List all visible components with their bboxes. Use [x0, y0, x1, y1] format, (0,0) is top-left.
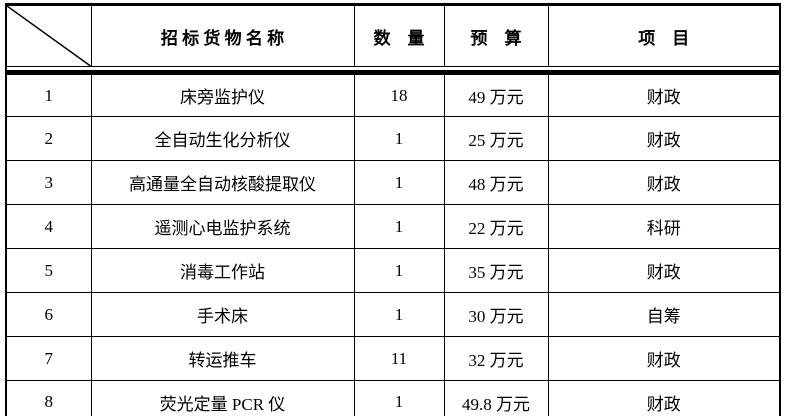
- cell-project: 财政: [547, 160, 781, 205]
- cell-goods-name: 全自动生化分析仪: [90, 116, 355, 161]
- cell-quantity: 1: [353, 160, 445, 205]
- cell-quantity: 1: [353, 116, 445, 161]
- table-row: 6 手术床 1 30 万元 自筹: [5, 292, 781, 337]
- cell-goods-name: 转运推车: [90, 336, 355, 381]
- cell-budget: 32 万元: [443, 336, 549, 381]
- header-budget: 预 算: [443, 4, 549, 67]
- cell-project: 科研: [547, 204, 781, 249]
- cell-quantity: 11: [353, 336, 445, 381]
- cell-goods-name: 高通量全自动核酸提取仪: [90, 160, 355, 205]
- table-row: 4 遥测心电监护系统 1 22 万元 科研: [5, 204, 781, 249]
- table-row: 7 转运推车 11 32 万元 财政: [5, 336, 781, 381]
- header-divider-rule: [5, 66, 781, 75]
- cell-row-number: 1: [5, 72, 92, 117]
- cell-row-number: 4: [5, 204, 92, 249]
- header-goods-name: 招 标 货 物 名 称: [90, 4, 355, 67]
- cell-row-number: 2: [5, 116, 92, 161]
- cell-goods-name: 床旁监护仪: [90, 72, 355, 117]
- header-project: 项 目: [547, 4, 781, 67]
- cell-row-number: 6: [5, 292, 92, 337]
- cell-quantity: 1: [353, 248, 445, 293]
- table-row: 1 床旁监护仪 18 49 万元 财政: [5, 72, 781, 117]
- cell-row-number: 3: [5, 160, 92, 205]
- cell-quantity: 18: [353, 72, 445, 117]
- header-quantity: 数 量: [353, 4, 445, 67]
- cell-goods-name: 遥测心电监护系统: [90, 204, 355, 249]
- corner-cell: [5, 4, 92, 67]
- cell-quantity: 1: [353, 204, 445, 249]
- cell-goods-name: 消毒工作站: [90, 248, 355, 293]
- cell-row-number: 5: [5, 248, 92, 293]
- cell-row-number: 7: [5, 336, 92, 381]
- cell-project: 财政: [547, 116, 781, 161]
- cell-project: 财政: [547, 72, 781, 117]
- cell-budget: 30 万元: [443, 292, 549, 337]
- cell-budget: 48 万元: [443, 160, 549, 205]
- table-body: 1 床旁监护仪 18 49 万元 财政 2 全自动生化分析仪 1 25 万元 财…: [5, 72, 781, 416]
- cell-project: 财政: [547, 336, 781, 381]
- diagonal-line: [7, 6, 91, 66]
- cell-project: 自筹: [547, 292, 781, 337]
- cell-goods-name: 荧光定量 PCR 仪: [90, 380, 355, 416]
- table-row: 3 高通量全自动核酸提取仪 1 48 万元 财政: [5, 160, 781, 205]
- divider-cell: [5, 66, 781, 75]
- table-row: 2 全自动生化分析仪 1 25 万元 财政: [5, 116, 781, 161]
- cell-budget: 49 万元: [443, 72, 549, 117]
- cell-quantity: 1: [353, 292, 445, 337]
- cell-project: 财政: [547, 248, 781, 293]
- tender-goods-table: 招 标 货 物 名 称 数 量 预 算 项 目 1 床旁监护仪 18 49 万元…: [5, 3, 781, 416]
- cell-quantity: 1: [353, 380, 445, 416]
- cell-budget: 49.8 万元: [443, 380, 549, 416]
- table-header-row: 招 标 货 物 名 称 数 量 预 算 项 目: [5, 4, 781, 67]
- cell-budget: 25 万元: [443, 116, 549, 161]
- table-row: 5 消毒工作站 1 35 万元 财政: [5, 248, 781, 293]
- table-row: 8 荧光定量 PCR 仪 1 49.8 万元 财政: [5, 380, 781, 416]
- cell-goods-name: 手术床: [90, 292, 355, 337]
- cell-row-number: 8: [5, 380, 92, 416]
- cell-project: 财政: [547, 380, 781, 416]
- cell-budget: 22 万元: [443, 204, 549, 249]
- cell-budget: 35 万元: [443, 248, 549, 293]
